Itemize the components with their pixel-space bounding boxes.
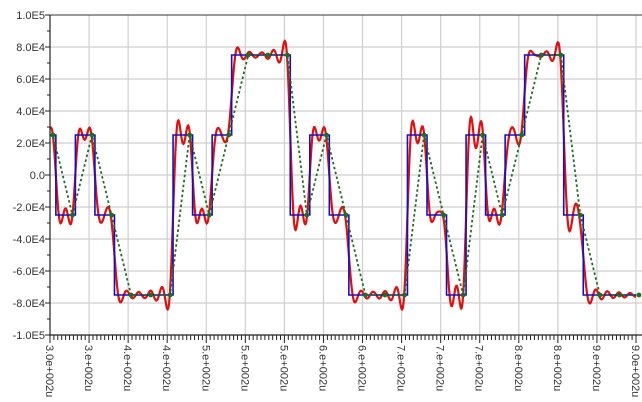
series-green-marker	[616, 292, 622, 298]
series-green-marker	[382, 292, 388, 298]
series-green-marker	[558, 52, 564, 58]
series-green-marker	[597, 292, 603, 298]
series-blue-step-line	[50, 54, 636, 296]
series-green-marker	[245, 52, 251, 58]
series-green-dotted-line	[50, 54, 639, 296]
series-green-marker	[480, 132, 486, 138]
y-tick-label: -1.0E5	[13, 330, 45, 342]
y-tick-label: -4.0E4	[13, 234, 45, 246]
y-tick-label: 0.0	[30, 170, 45, 182]
x-tick-label: 3.0e+002u	[43, 345, 55, 397]
x-tick-label: 6.e+002u	[356, 345, 368, 391]
series-green-marker	[206, 212, 212, 218]
x-tick-label: 3.e+002u	[82, 345, 94, 391]
series-green-marker	[89, 132, 95, 138]
y-tick-label: 8.0E4	[16, 42, 45, 54]
series-green-marker	[50, 132, 56, 138]
series-green-marker	[167, 292, 173, 298]
x-tick-label: 5.e+002u	[277, 345, 289, 391]
series-green-marker	[343, 212, 349, 218]
series-green-marker	[441, 212, 446, 218]
series-green-marker	[128, 292, 134, 298]
y-tick-label: -8.0E4	[13, 298, 45, 310]
series-green-marker	[636, 292, 642, 298]
series-green-marker	[402, 292, 407, 298]
series-green-marker	[577, 212, 583, 218]
tick-labels: 1.0E5 8.0E4 6.0E4 4.0E4 2.0E4 0.0 -2.0E4 -4.0E4…	[13, 10, 641, 397]
series-green-marker	[363, 292, 368, 298]
x-tick-label: 9.e+002u	[590, 345, 602, 391]
x-tick-label: 9.0e+002u	[629, 345, 641, 397]
grid	[50, 15, 642, 335]
y-tick-label: -6.0E4	[13, 266, 45, 278]
y-tick-label: 6.0E4	[16, 74, 45, 86]
axes	[45, 14, 642, 343]
x-tick-label: 4.e+002u	[160, 345, 172, 391]
y-tick-label: 1.0E5	[16, 10, 45, 22]
y-tick-label: -2.0E4	[13, 202, 45, 214]
series-green-marker	[538, 52, 544, 58]
x-tick-label: 5.e+002u	[199, 345, 211, 391]
x-tick-label: 8.e+002u	[512, 345, 524, 391]
x-tick-label: 4.e+002u	[121, 345, 133, 391]
series-green-marker	[304, 212, 310, 218]
series-green-marker	[421, 132, 427, 138]
series-green-marker	[187, 132, 193, 138]
y-tick-label: 4.0E4	[16, 106, 45, 118]
series-green-marker	[70, 212, 75, 218]
series-green-marker	[265, 52, 271, 58]
x-tick-label: 6.e+002u	[316, 345, 328, 391]
x-tick-label: 5.e+002u	[238, 345, 250, 391]
series-green-marker	[323, 132, 329, 138]
series-green-marker	[499, 212, 505, 218]
series-green-marker	[460, 292, 466, 298]
series-green-marker	[226, 132, 232, 138]
series-layer	[50, 39, 642, 312]
series-green-marker	[148, 292, 153, 298]
x-tick-label: 7.e+002u	[395, 345, 407, 391]
series-green-marker	[519, 132, 525, 138]
series-green-marker	[284, 52, 290, 58]
x-tick-label: 7.e+002u	[434, 345, 446, 391]
x-tick-label: 7.e+002u	[473, 345, 485, 391]
x-tick-label: 8.e+002u	[551, 345, 563, 391]
series-green-marker	[109, 212, 114, 218]
y-tick-label: 2.0E4	[16, 138, 45, 150]
